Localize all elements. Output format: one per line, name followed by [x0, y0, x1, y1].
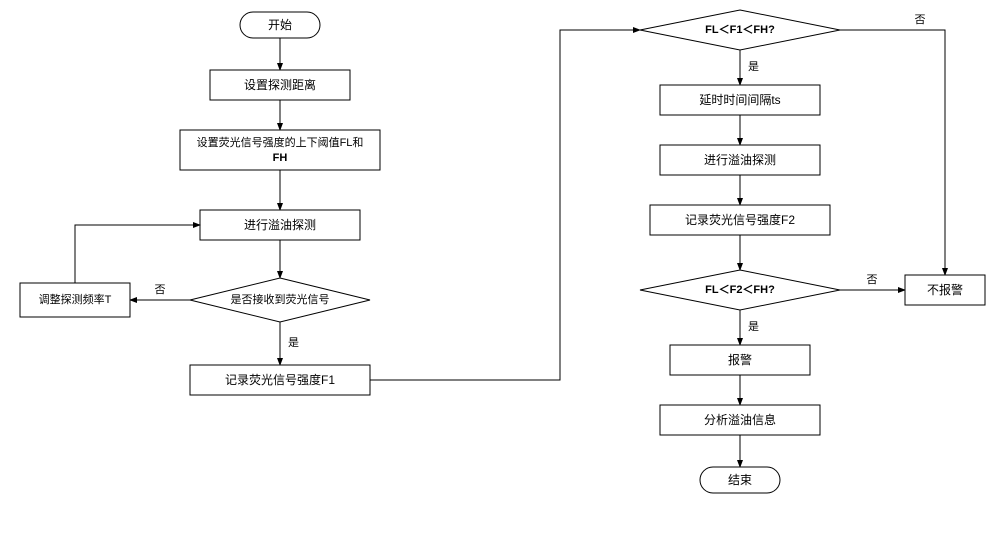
node-analyze-label: 分析溢油信息: [704, 412, 776, 427]
node-check-f1-label: FL＜F1＜FH?: [705, 24, 775, 36]
node-delay-label: 延时时间间隔ts: [699, 93, 780, 107]
node-set-distance-label: 设置探测距离: [244, 77, 316, 92]
node-detect1-label: 进行溢油探测: [244, 218, 316, 232]
edge-label-yes: 是: [288, 336, 299, 349]
node-end-label: 结束: [728, 473, 752, 487]
node-got-signal-label: 是否接收到荧光信号: [231, 292, 330, 306]
node-start-label: 开始: [268, 18, 292, 32]
node-record-f2-label: 记录荧光信号强度F2: [685, 212, 795, 227]
node-no-alarm-label: 不报警: [927, 282, 963, 297]
node-set-threshold-label2: FH: [273, 152, 288, 164]
edge-label-yes: 是: [748, 60, 759, 73]
node-alarm-label: 报警: [728, 352, 752, 367]
flowchart-canvas: 开始 设置探测距离 设置荧光信号强度的上下阈值FL和 FH 进行溢油探测 是否接…: [0, 0, 1000, 552]
node-adjust-freq-label: 调整探测频率T: [39, 292, 112, 306]
edge: [840, 30, 945, 275]
edge: [370, 30, 640, 380]
node-check-f2-label: FL＜F2＜FH?: [705, 284, 775, 296]
node-set-threshold: [180, 130, 380, 170]
edge: [75, 225, 200, 283]
edge-label-no: 否: [155, 284, 166, 296]
node-detect2-label: 进行溢油探测: [704, 153, 776, 167]
edge-label-no: 否: [915, 14, 926, 26]
edge-label-yes: 是: [748, 320, 759, 333]
node-record-f1-label: 记录荧光信号强度F1: [225, 372, 335, 387]
edge-label-no: 否: [867, 274, 878, 286]
node-set-threshold-label1: 设置荧光信号强度的上下阈值FL和: [197, 135, 364, 149]
